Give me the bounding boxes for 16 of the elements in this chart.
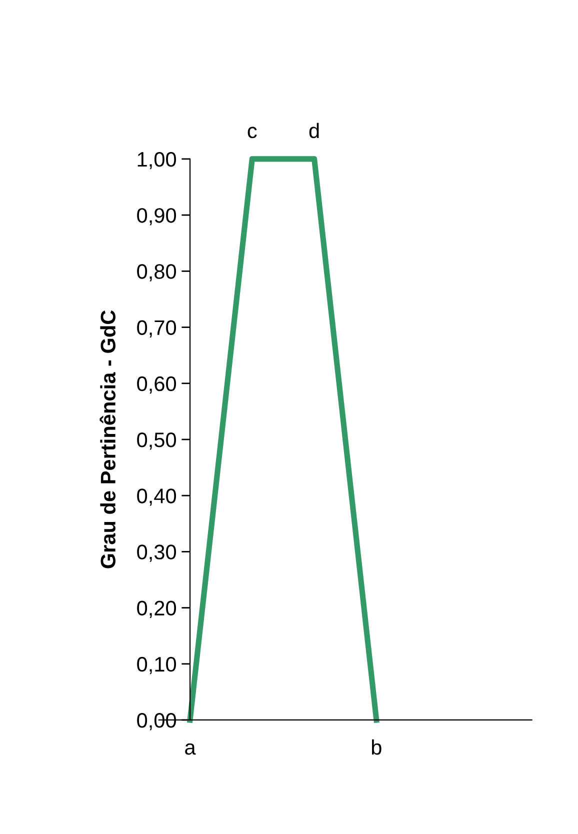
y-tick-label: 0,00 [137, 712, 176, 730]
text: c [248, 126, 257, 138]
text: d [309, 122, 319, 138]
y-tick-label: 0,90 [137, 208, 176, 226]
y-axis-title: Grau de Pertinência - GdC [100, 310, 116, 568]
text: b [372, 739, 382, 755]
text: a [185, 743, 196, 755]
y-tick-label: 0,50 [137, 432, 176, 450]
y-tick-label: 1,00 [138, 152, 176, 170]
y-tick-label: 0,40 [137, 488, 176, 506]
y-tick-label: 0,20 [137, 600, 176, 618]
y-tick-label: 0,30 [137, 544, 176, 562]
y-tick-label: 0,10 [137, 656, 176, 674]
y-tick-label: 0,70 [137, 320, 176, 338]
y-tick-label: 0,80 [137, 264, 176, 282]
y-tick-label: 0,60 [137, 376, 176, 394]
